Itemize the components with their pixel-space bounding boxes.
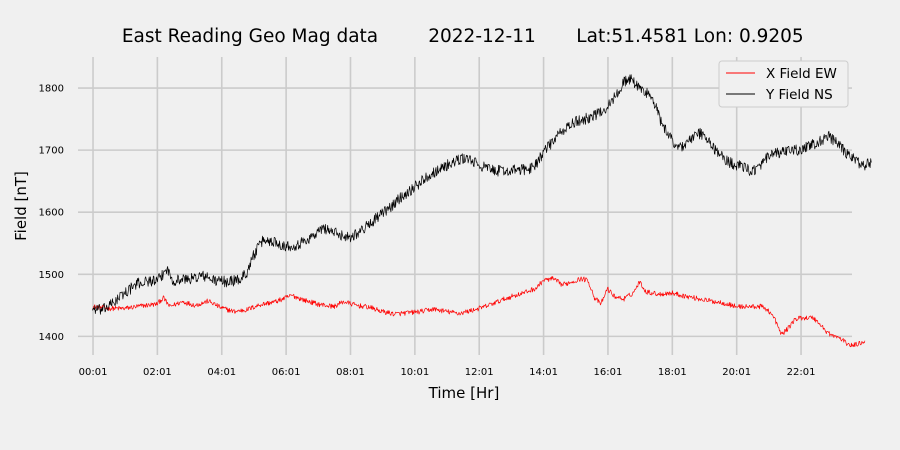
y-axis-label: Field [nT] xyxy=(12,171,30,241)
x-tick-label: 22:01 xyxy=(787,367,816,378)
legend: X Field EW Y Field NS xyxy=(718,60,849,108)
y-axis-ticks: 1400 1500 1600 1700 1800 xyxy=(39,84,64,343)
chart-title-location: Lat:51.4581 Lon: 0.9205 xyxy=(576,26,803,47)
x-axis-label: Time [Hr] xyxy=(428,384,500,402)
legend-label-x-field: X Field EW xyxy=(766,66,837,82)
y-tick-label: 1800 xyxy=(39,84,64,95)
x-tick-label: 08:01 xyxy=(336,367,365,378)
x-axis-ticks: 00:01 02:01 04:01 06:01 08:01 10:01 12:01 14:01… xyxy=(79,367,816,378)
chart-title-name: East Reading Geo Mag data xyxy=(122,26,378,47)
x-tick-label: 16:01 xyxy=(594,367,623,378)
y-tick-label: 1600 xyxy=(39,208,64,219)
y-tick-label: 1400 xyxy=(39,332,64,343)
x-tick-label: 04:01 xyxy=(207,367,236,378)
series-line-x-field xyxy=(92,275,866,348)
x-tick-label: 20:01 xyxy=(722,367,751,378)
x-tick-label: 10:01 xyxy=(400,367,429,378)
y-tick-label: 1500 xyxy=(39,270,64,281)
x-tick-label: 12:01 xyxy=(465,367,494,378)
x-tick-label: 18:01 xyxy=(658,367,687,378)
x-tick-label: 02:01 xyxy=(143,367,172,378)
y-tick-label: 1700 xyxy=(39,146,64,157)
series-line-y-field xyxy=(92,74,872,315)
chart-title-date: 2022-12-11 xyxy=(428,26,536,47)
legend-label-y-field: Y Field NS xyxy=(765,87,833,103)
x-tick-label: 14:01 xyxy=(529,367,558,378)
series-layer xyxy=(92,74,872,348)
x-tick-label: 06:01 xyxy=(272,367,301,378)
x-tick-label: 00:01 xyxy=(79,367,108,378)
